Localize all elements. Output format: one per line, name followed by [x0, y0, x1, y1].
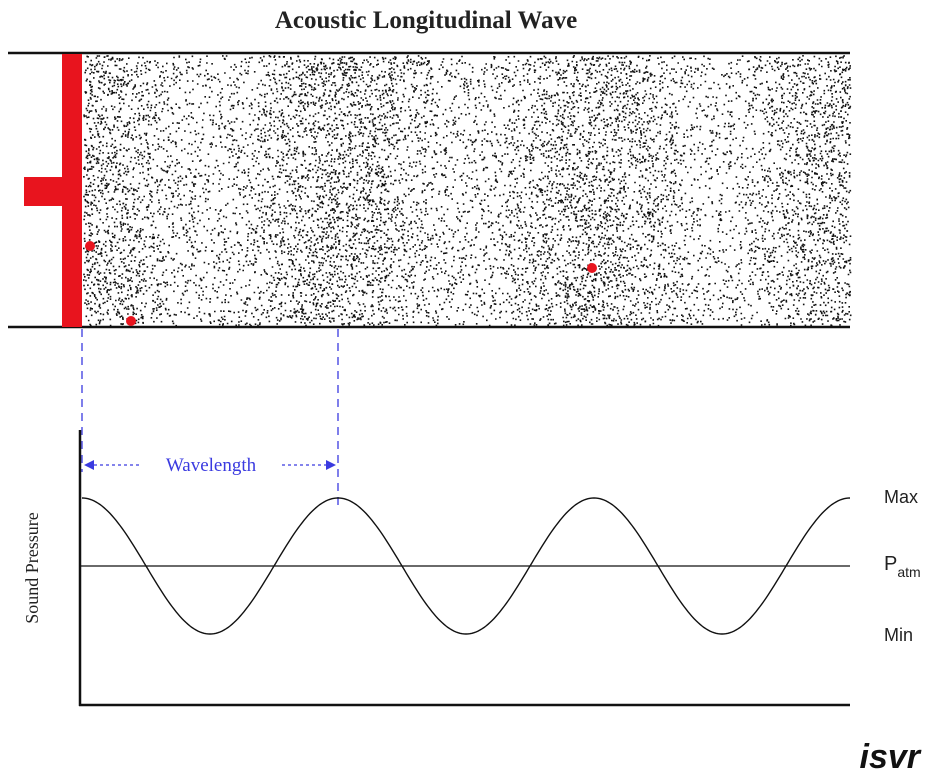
wavelength-label: Wavelength	[166, 455, 257, 476]
title: Acoustic Longitudinal Wave	[275, 7, 577, 34]
min-label: Min	[884, 625, 913, 645]
arrow-head	[326, 460, 336, 470]
patm-sub: atm	[897, 564, 920, 580]
arrow-head	[84, 460, 94, 470]
patm-main: P	[884, 553, 897, 575]
particles	[83, 55, 852, 327]
particle-field	[83, 55, 852, 327]
tracer-particle	[126, 316, 136, 326]
max-label: Max	[884, 487, 918, 507]
pressure-wave	[81, 497, 851, 635]
logo: isvr	[860, 738, 922, 776]
tracer-particle	[85, 241, 95, 251]
piston-rod	[24, 177, 62, 206]
patm-label: Patm	[884, 553, 921, 580]
piston	[62, 54, 82, 327]
axis-label: Sound Pressure	[22, 512, 42, 624]
tracer-particle	[587, 263, 597, 273]
